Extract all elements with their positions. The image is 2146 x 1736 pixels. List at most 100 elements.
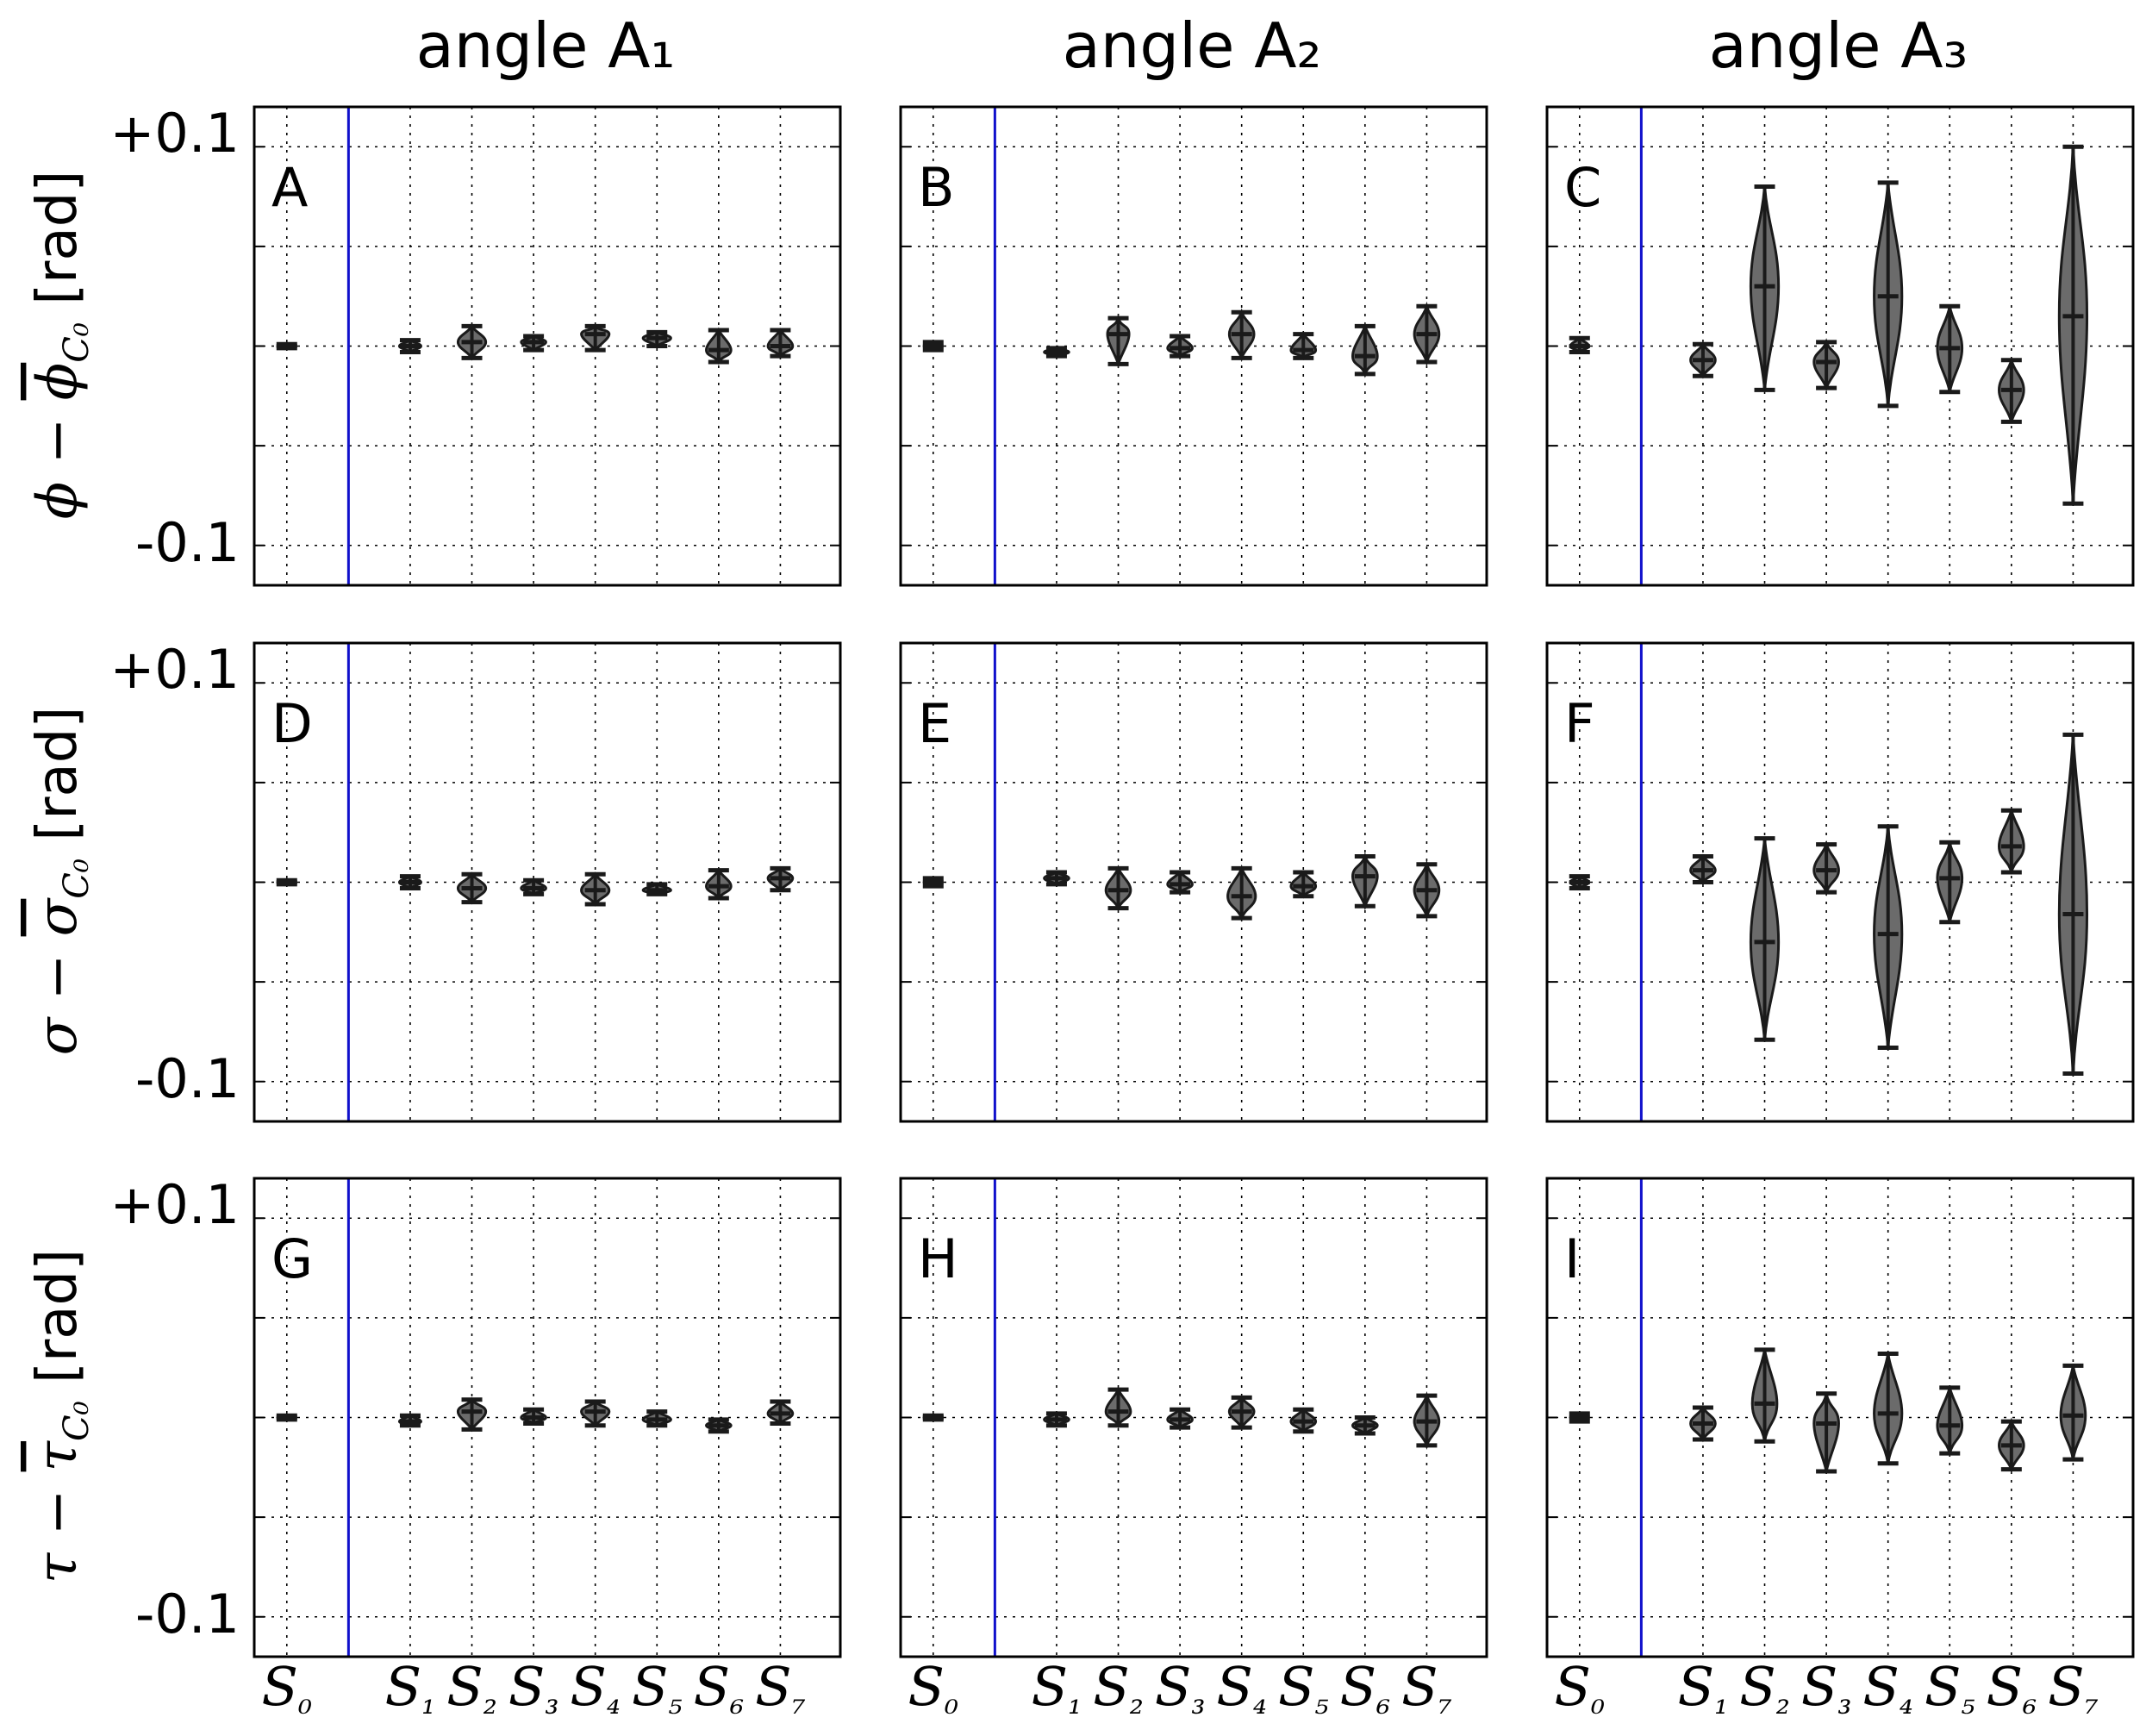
xtick-label-H-5: S₅ [1278,1655,1329,1722]
ytick-label-row3-top: +0.1 [109,1173,240,1236]
violin-E-0 [922,876,945,889]
panel-label-A: A [271,156,308,219]
violin-H-7 [1413,1390,1441,1450]
violin-E-4 [1226,864,1257,922]
xtick-label-I-0: S₀ [1555,1655,1606,1722]
violin-I-5 [1936,1385,1964,1456]
ylabel-unit: [rad] [26,707,90,841]
ylabel-mean: ϕ [26,363,90,401]
violin-D-4 [580,871,611,907]
violin-B-6 [1351,322,1379,378]
xtick-label-G-7: S₇ [755,1655,806,1722]
xtick-label-H-3: S₃ [1155,1655,1206,1722]
panel-frame [1545,641,2135,1123]
row-ylabel-phi: ϕ − ϕC₀ [rad] [26,171,97,520]
violin-C-3 [1812,338,1840,392]
violin-A-4 [580,323,611,353]
panel-frame [1545,105,2135,587]
panel-C: C [1545,105,2135,587]
ylabel-symbol: σ [26,1015,90,1055]
violin-H-0 [922,1413,945,1422]
ylabel-unit: [rad] [26,1249,90,1383]
panel-label-D: D [271,692,313,755]
panel-label-C: C [1564,156,1601,219]
violin-C-7 [2057,144,2089,506]
violin-F-6 [1998,808,2025,875]
violin-F-1 [1689,853,1717,885]
violin-D-2 [456,871,488,905]
violin-G-7 [766,1399,795,1427]
violin-H-3 [1166,1407,1194,1430]
violin-D-6 [705,867,733,902]
violin-A-0 [276,341,298,351]
violin-C-0 [1569,335,1591,354]
xtick-label-H-7: S₇ [1401,1655,1452,1722]
ylabel-symbol: ϕ [26,482,90,520]
violin-B-0 [922,340,945,353]
xtick-label-G-2: S₂ [446,1655,497,1722]
violin-F-0 [1569,874,1591,890]
violin-E-7 [1413,859,1441,921]
panel-frame [253,1177,842,1658]
violin-F-7 [2057,732,2089,1076]
violin-I-7 [2059,1363,2087,1462]
panel-frame [899,641,1488,1123]
ylabel-subscript: C₀ [57,859,97,899]
violin-C-1 [1689,340,1717,379]
violin-H-2 [1104,1386,1132,1429]
panel-label-I: I [1564,1227,1580,1290]
xtick-label-G-4: S₄ [570,1655,621,1722]
violin-F-3 [1812,840,1840,896]
xtick-label-G-6: S₆ [694,1655,745,1722]
ylabel-subscript: C₀ [57,322,97,363]
ytick-label-row1-top: +0.1 [109,102,240,165]
violin-F-4 [1873,824,1904,1050]
violin-C-2 [1749,184,1781,392]
panel-label-G: G [271,1227,313,1290]
panel-F: F [1545,641,2135,1123]
violin-F-5 [1936,840,1964,925]
violin-G-2 [456,1396,488,1433]
violin-I-4 [1873,1352,1904,1466]
violin-D-1 [397,874,422,890]
panel-I: I [1545,1177,2135,1658]
violin-G-6 [705,1417,733,1434]
panel-D: D [253,641,842,1123]
violin-A-7 [766,328,795,359]
panel-frame [253,105,842,587]
ytick-label-row2-bottom: -0.1 [135,1047,240,1110]
violin-D-5 [641,882,672,896]
violin-D-3 [520,877,547,896]
ytick-label-row2-top: +0.1 [109,638,240,701]
panel-frame [899,105,1488,587]
violin-C-4 [1873,180,1904,409]
violin-E-1 [1043,870,1070,887]
svg-text:τ − τC₀ [rad]: τ − τC₀ [rad] [26,1249,97,1583]
panel-A: A [253,105,842,587]
column-title-A2: angle A₂ [1063,9,1322,82]
violin-A-5 [641,329,672,348]
panel-E: E [899,641,1488,1123]
ylabel-subscript: C₀ [57,1401,97,1441]
violin-G-3 [520,1407,547,1426]
violin-B-4 [1227,308,1256,363]
panel-label-F: F [1564,692,1595,755]
xtick-label-I-7: S₇ [2048,1655,2099,1722]
column-title-A1: angle A₁ [416,9,676,82]
row-ylabel-tau: τ − τC₀ [rad] [26,1249,97,1583]
xtick-label-I-1: S₁ [1678,1655,1729,1722]
xtick-label-H-6: S₆ [1340,1655,1391,1722]
column-title-A3: angle A₃ [1709,9,1968,82]
ylabel-mean: τ [26,1439,90,1471]
panels: A B C D E F G H I [253,105,2135,1658]
violin-C-5 [1936,303,1964,395]
violin-A-1 [397,338,422,354]
violin-I-3 [1812,1391,1840,1474]
svg-text:σ − σC₀ [rad]: σ − σC₀ [rad] [26,707,97,1056]
ylabel-unit: [rad] [26,171,90,305]
xtick-label-H-2: S₂ [1093,1655,1144,1722]
panel-B: B [899,105,1488,587]
violin-A-6 [705,327,733,365]
violin-E-3 [1166,870,1194,895]
